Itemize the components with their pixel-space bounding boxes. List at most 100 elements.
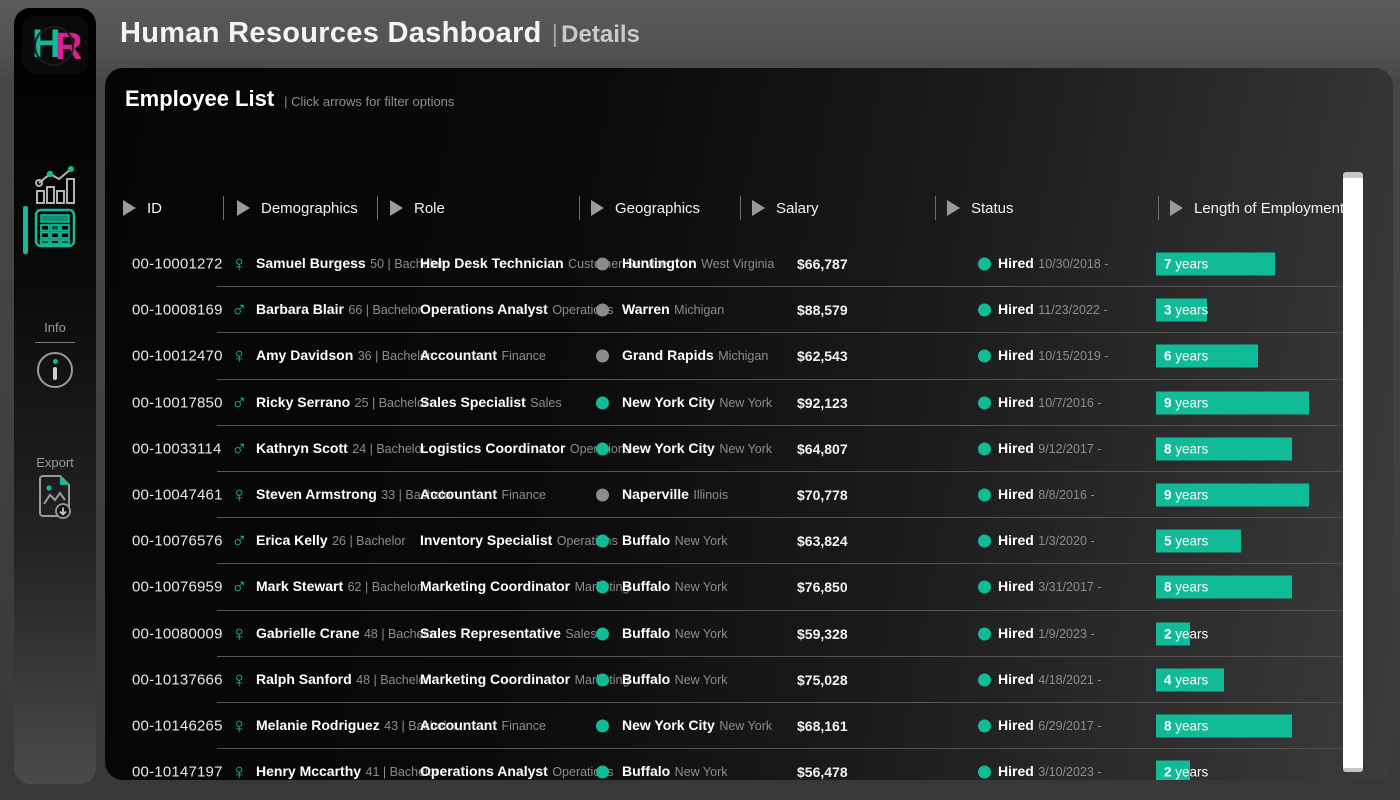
column-header-length-of-employment[interactable]: Length of Employment — [1170, 198, 1344, 218]
gender-icon: ♂ — [231, 389, 248, 415]
city: Huntington — [622, 255, 697, 272]
column-header-demographics[interactable]: Demographics — [237, 198, 358, 218]
export-label: Export — [36, 455, 74, 470]
employee-id: 00-10033114 — [132, 440, 222, 458]
hire-date: 1/9/2023 - — [1038, 626, 1095, 641]
employment-years-suffix: years — [1171, 302, 1209, 318]
filter-arrow-icon[interactable] — [123, 200, 136, 216]
employee-demographics: 26 | Bachelor — [332, 534, 406, 549]
hired-status-dot — [978, 442, 991, 456]
column-header-geographics[interactable]: Geographics — [591, 198, 700, 218]
employment-bar: 5 years — [1156, 529, 1241, 553]
filter-arrow-icon[interactable] — [752, 200, 765, 216]
filter-arrow-icon[interactable] — [591, 200, 604, 216]
city: Buffalo — [622, 624, 671, 641]
salary: $59,328 — [797, 625, 848, 642]
page-title: Human Resources Dashboard — [120, 17, 542, 49]
header-separator — [579, 196, 580, 220]
state: New York — [674, 626, 728, 641]
column-header-id[interactable]: ID — [123, 198, 162, 218]
city: Buffalo — [622, 578, 671, 595]
employment-years-suffix: years — [1171, 718, 1209, 734]
filter-arrow-icon[interactable] — [237, 200, 250, 216]
city-status-dot — [596, 488, 609, 502]
table-row[interactable]: 00-10076959 ♂ Mark Stewart 62 | Bachelor… — [105, 564, 1393, 611]
employee-name-block: Henry Mccarthy 41 | Bachelor — [256, 763, 439, 780]
column-header-role[interactable]: Role — [390, 198, 445, 218]
sidebar: H R — [14, 8, 96, 784]
header-separator — [740, 196, 741, 220]
city-status-dot — [596, 349, 609, 363]
column-header-status[interactable]: Status — [947, 198, 1014, 218]
table-row[interactable]: 00-10033114 ♂ Kathryn Scott 24 | Bachelo… — [105, 426, 1393, 472]
table-row[interactable]: 00-10008169 ♂ Barbara Blair 66 | Bachelo… — [105, 287, 1393, 334]
hire-date: 10/7/2016 - — [1038, 395, 1102, 410]
table-row[interactable]: 00-10076576 ♂ Erica Kelly 26 | Bachelor … — [105, 518, 1393, 565]
table-row[interactable]: 00-10047461 ♀ Steven Armstrong 33 | Bach… — [105, 472, 1393, 519]
state: Illinois — [693, 488, 729, 503]
employment-years: 3 — [1164, 302, 1172, 318]
nav-table-button[interactable] — [14, 208, 96, 248]
row-divider — [217, 655, 1343, 657]
city: New York City — [622, 439, 715, 456]
employee-demographics: 25 | Bachelor — [354, 395, 429, 410]
table-row[interactable]: 00-10001272 ♀ Samuel Burgess 50 | Bachel… — [105, 241, 1393, 288]
table-row[interactable]: 00-10137666 ♀ Ralph Sanford 48 | Bachelo… — [105, 657, 1393, 703]
employee-id: 00-10147197 — [132, 763, 223, 780]
panel-subtitle: | Click arrows for filter options — [284, 94, 455, 109]
nav-charts-button[interactable] — [14, 166, 96, 206]
employee-name-block: Erica Kelly 26 | Bachelor — [256, 532, 406, 550]
city-status-dot — [596, 627, 609, 641]
page-header: Human Resources Dashboard | Details — [120, 17, 640, 50]
table-row[interactable]: 00-10012470 ♀ Amy Davidson 36 | Bachelor… — [105, 333, 1393, 380]
table-row[interactable]: 00-10146265 ♀ Melanie Rodriguez 43 | Bac… — [105, 703, 1393, 750]
status: Hired — [998, 486, 1034, 503]
column-header-salary[interactable]: Salary — [752, 198, 819, 218]
employment-years: 8 — [1164, 718, 1172, 734]
employment-bar: 4 years — [1156, 668, 1224, 692]
employee-demographics: 41 | Bachelor — [365, 765, 439, 780]
filter-arrow-icon[interactable] — [1170, 200, 1183, 216]
employee-demographics: 48 | Bachelor — [356, 672, 430, 687]
role-title: Help Desk Technician — [420, 255, 564, 272]
table-grid-icon — [34, 208, 76, 248]
employee-name: Henry Mccarthy — [256, 763, 362, 780]
scrollbar-thumb[interactable] — [1343, 178, 1363, 768]
gender-icon: ♂ — [231, 574, 248, 600]
employment-bar: 3 years — [1156, 298, 1209, 322]
employee-demographics: 50 | Bachelor — [370, 257, 444, 272]
filter-arrow-icon[interactable] — [390, 200, 403, 216]
employment-years-suffix: years — [1171, 533, 1209, 549]
employee-name-block: Steven Armstrong 33 | Bachelor — [256, 486, 455, 504]
employment-bar: 8 years — [1156, 575, 1292, 599]
role-block: Accountant Finance — [420, 717, 546, 735]
salary: $88,579 — [797, 302, 848, 319]
employee-id: 00-10047461 — [132, 486, 223, 504]
table-row[interactable]: 00-10147197 ♀ Henry Mccarthy 41 | Bachel… — [105, 749, 1393, 780]
table-row[interactable]: 00-10080009 ♀ Gabrielle Crane 48 | Bache… — [105, 611, 1393, 657]
info-button[interactable] — [37, 352, 73, 388]
employment-years-suffix: years — [1171, 626, 1209, 642]
city: Buffalo — [622, 670, 671, 687]
city-status-dot — [596, 580, 609, 594]
filter-arrow-icon[interactable] — [947, 200, 960, 216]
city: Warren — [622, 301, 670, 318]
export-button[interactable] — [14, 474, 96, 520]
salary: $64,807 — [797, 440, 848, 457]
table-row[interactable]: 00-10017850 ♂ Ricky Serrano 25 | Bachelo… — [105, 380, 1393, 426]
scrollbar-track[interactable] — [1343, 172, 1363, 772]
employment-years: 5 — [1164, 533, 1172, 549]
bar-chart-icon — [33, 166, 77, 206]
status-block: Hired 10/15/2019 - — [998, 347, 1108, 365]
role-department: Finance — [501, 349, 546, 364]
salary: $75,028 — [797, 671, 848, 688]
header-separator — [377, 196, 378, 220]
status-block: Hired 10/7/2016 - — [998, 394, 1102, 412]
geo-block: New York City New York — [622, 394, 772, 412]
state: Michigan — [718, 349, 769, 364]
hired-status-dot — [978, 257, 991, 271]
status-block: Hired 4/18/2021 - — [998, 671, 1102, 689]
gender-icon: ♂ — [231, 297, 248, 323]
state: New York — [719, 718, 773, 733]
role-title: Accountant — [420, 486, 497, 503]
